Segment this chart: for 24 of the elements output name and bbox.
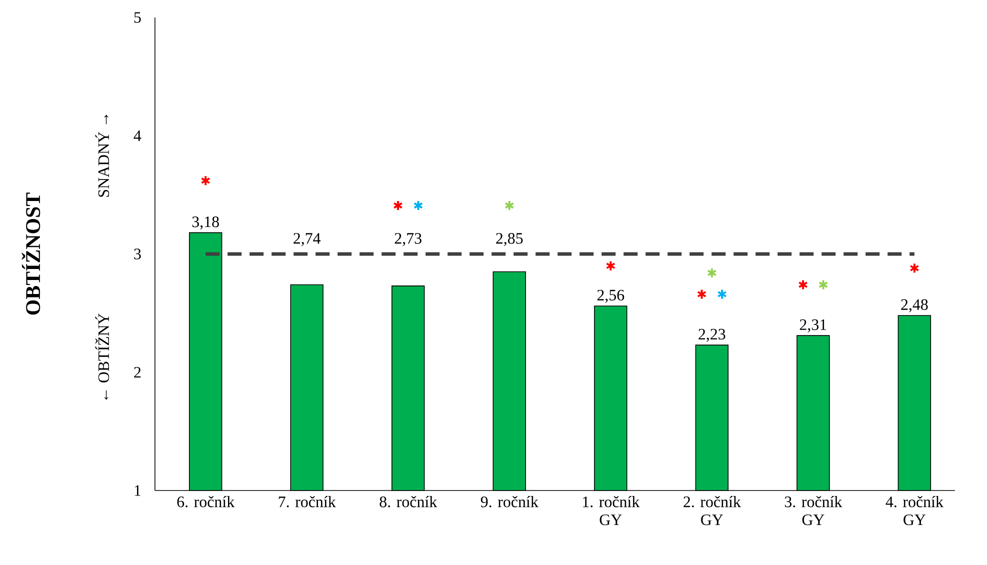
y-tick-label: 1 bbox=[134, 485, 140, 496]
data-label: 2,31 bbox=[800, 319, 826, 332]
x-tick-label: 2. ročník GY bbox=[684, 496, 741, 526]
x-tick-label: 9. ročník bbox=[480, 496, 538, 508]
data-label: 3,18 bbox=[192, 216, 219, 230]
x-tick-label: 6. ročník bbox=[177, 496, 235, 508]
x-tick-label: 1. ročník GY bbox=[583, 496, 640, 526]
data-label: 2,73 bbox=[394, 233, 422, 246]
data-label: 2,48 bbox=[901, 299, 928, 312]
data-label: 2,23 bbox=[698, 328, 726, 342]
y-tick-label: 2 bbox=[134, 366, 141, 378]
x-tick-label: 3. ročník GY bbox=[784, 496, 842, 526]
data-label: 2,85 bbox=[496, 233, 523, 246]
text: OBTÍŽNOST bbox=[22, 192, 40, 315]
y-tick-label: 5 bbox=[134, 12, 141, 23]
data-label: 2,74 bbox=[294, 233, 321, 246]
data-label: 2,56 bbox=[597, 290, 624, 303]
x-tick-label: 7. ročník bbox=[278, 496, 336, 508]
x-tick-label: 8. ročník bbox=[380, 496, 438, 508]
y-tick-label: 3 bbox=[134, 248, 141, 260]
x-tick-label: 4. ročník GY bbox=[886, 496, 944, 526]
y-tick-label: 4 bbox=[134, 130, 142, 141]
text: SNADNÝ → bbox=[95, 114, 110, 197]
text: ← OBTÍŽNÝ bbox=[95, 314, 110, 400]
